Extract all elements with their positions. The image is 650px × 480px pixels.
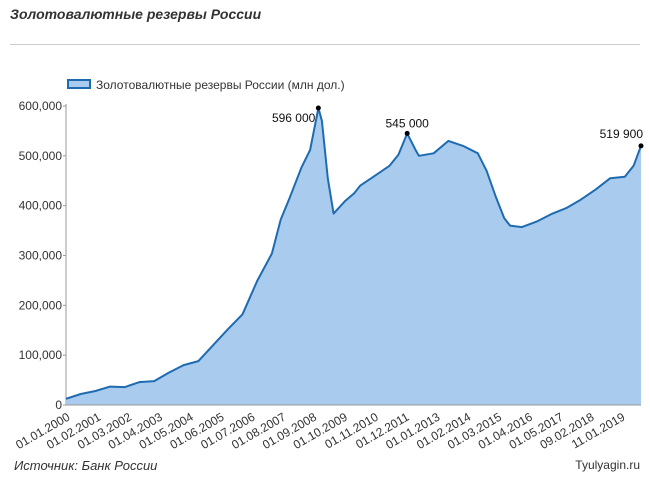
title-divider — [10, 44, 640, 45]
legend: Золотовалютные резервы России (млн дол.) — [67, 78, 345, 92]
annotation-label: 596 000 — [272, 111, 316, 125]
x-axis: 01.01.200001.02.200101.03.200201.04.2003… — [13, 404, 641, 452]
y-tick-label: 300,000 — [19, 249, 63, 263]
y-axis: 0 100,000 200,000 300,000 400,000 500,000 600,… — [19, 99, 67, 412]
y-tick-label: 400,000 — [19, 199, 63, 213]
source-caption: Источник: Банк России — [14, 458, 158, 473]
site-credit: Tyulyagin.ru — [575, 458, 640, 472]
y-tick-label: 100,000 — [19, 348, 63, 362]
legend-swatch — [67, 79, 91, 89]
annotation-label: 519 900 — [600, 127, 644, 141]
y-tick-label: 200,000 — [19, 298, 63, 312]
page-title: Золотовалютные резервы России — [10, 6, 262, 22]
y-tick-label: 500,000 — [19, 149, 63, 163]
plot-area: 596 000 545 000 519 900 — [65, 105, 644, 405]
y-tick-label: 600,000 — [19, 99, 63, 113]
legend-label: Золотовалютные резервы России (млн дол.) — [96, 78, 345, 92]
annotation-point — [315, 105, 321, 111]
annotation-point — [638, 143, 644, 149]
series-area — [66, 108, 641, 405]
annotation-point — [404, 130, 410, 136]
annotation-label: 545 000 — [385, 116, 429, 130]
y-tick-label: 0 — [55, 398, 62, 412]
series-line — [65, 107, 642, 400]
